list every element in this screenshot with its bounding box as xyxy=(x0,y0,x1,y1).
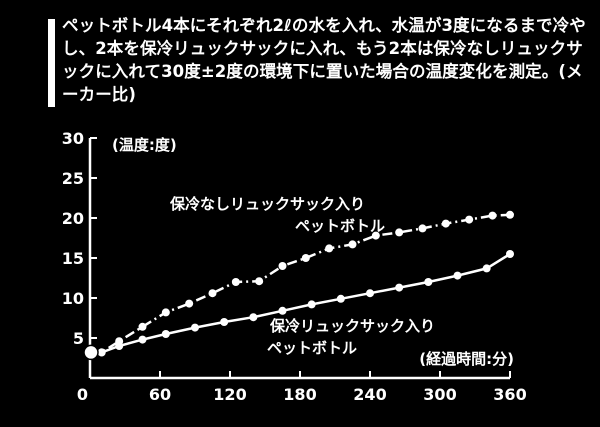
series-0-point xyxy=(325,244,334,253)
series-0-point xyxy=(231,278,240,286)
chart-series xyxy=(83,210,514,361)
series-1-point xyxy=(278,306,287,315)
series-1-point xyxy=(506,250,514,258)
series-1-point xyxy=(395,283,404,292)
series-1-point xyxy=(336,294,345,303)
x-tick-label: 120 xyxy=(213,385,246,404)
start-point-marker xyxy=(83,344,99,361)
series-1-label: ペットボトル xyxy=(267,339,357,357)
series-1-point xyxy=(97,348,106,357)
series-0-label: ペットボトル xyxy=(295,217,385,235)
y-tick-label: 20 xyxy=(62,209,84,228)
x-tick-label: 180 xyxy=(283,385,316,404)
y-axis-label: (温度:度) xyxy=(112,136,177,154)
series-0-point xyxy=(208,289,217,298)
series-0-point xyxy=(348,240,357,249)
y-tick-label: 5 xyxy=(73,329,84,348)
series-line-1 xyxy=(90,252,511,354)
series-0-point xyxy=(255,277,264,286)
series-1-point xyxy=(138,335,147,344)
series-1-label: 保冷リュックサック入り xyxy=(269,317,435,335)
series-1-point xyxy=(161,330,170,338)
x-tick-label: 300 xyxy=(423,385,456,404)
series-0-point xyxy=(506,210,514,219)
series-0-point xyxy=(441,219,450,228)
series-0-label: 保冷なしリュックサック入り xyxy=(169,195,365,213)
series-0-point xyxy=(278,262,287,270)
series-1-point xyxy=(453,271,462,280)
series-0-point xyxy=(185,299,194,308)
x-tick-label: 0 xyxy=(77,385,88,404)
series-0-point xyxy=(418,224,427,233)
x-tick-label: 60 xyxy=(149,385,171,404)
y-tick-label: 30 xyxy=(62,129,84,148)
caption-text: ペットボトル4本にそれぞれ2ℓの水を入れ、水温が3度になるまで冷やし、2本を保冷… xyxy=(62,16,586,104)
series-1-point xyxy=(482,264,491,273)
x-tick-label: 240 xyxy=(353,385,386,404)
series-1-point xyxy=(220,318,229,326)
y-tick-label: 25 xyxy=(62,169,84,188)
series-0-point xyxy=(395,228,404,237)
y-tick-label: 15 xyxy=(62,249,84,268)
series-0-point xyxy=(138,322,147,331)
y-tick-label: 10 xyxy=(62,289,84,308)
series-0-point xyxy=(465,215,474,224)
chart-labels: (温度:度)(経過時間:分)保冷なしリュックサック入りペットボトル保冷リュックサ… xyxy=(112,136,514,368)
x-tick-label: 360 xyxy=(493,385,526,404)
x-axis-label: (経過時間:分) xyxy=(419,350,514,368)
caption-block: ペットボトル4本にそれぞれ2ℓの水を入れ、水温が3度になるまで冷やし、2本を保冷… xyxy=(48,14,592,107)
series-0-point xyxy=(488,211,497,220)
series-1-point xyxy=(191,323,199,332)
series-1-point xyxy=(307,300,316,309)
series-1-point xyxy=(424,278,433,286)
series-0-point xyxy=(161,308,170,317)
series-1-point xyxy=(115,342,124,350)
series-1-point xyxy=(366,289,374,298)
series-1-point xyxy=(249,313,258,322)
series-0-point xyxy=(301,254,310,262)
caption-accent-bar xyxy=(48,19,55,107)
series-0-point xyxy=(371,231,380,240)
